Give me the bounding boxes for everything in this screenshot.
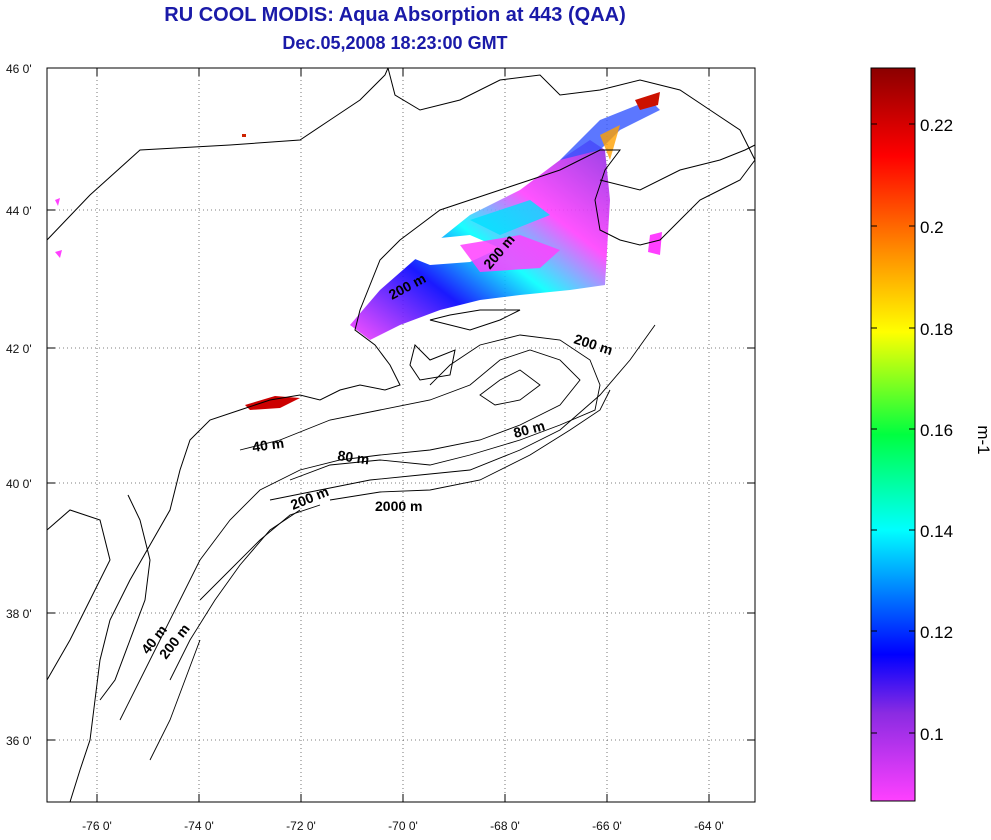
colorbar-tick-label: 0.1	[920, 725, 944, 744]
depth-label: 40 m	[251, 435, 285, 455]
depth-label: 80 m	[512, 417, 547, 441]
lat-tick-label: 44 0'	[6, 204, 32, 218]
graticule	[47, 68, 755, 802]
colorbar-tick-label: 0.12	[920, 623, 953, 642]
colorbar-unit: m-1	[974, 425, 991, 454]
lat-tick-label: 38 0'	[6, 607, 32, 621]
lat-tick-label: 46 0'	[6, 62, 32, 76]
colorbar: 0.22 0.2 0.18 0.16 0.14 0.12 0.1 m-1	[870, 67, 991, 802]
longitude-labels: -76 0' -74 0' -72 0' -70 0' -68 0' -66 0…	[82, 819, 724, 833]
lon-tick-label: -72 0'	[286, 819, 316, 833]
colorbar-gradient	[870, 67, 916, 802]
depth-label: 80 m	[337, 447, 371, 467]
colorbar-tick-label: 0.14	[920, 522, 953, 541]
lon-tick-label: -64 0'	[694, 819, 724, 833]
absorption-data	[55, 92, 662, 410]
colorbar-tick-label: 0.18	[920, 320, 953, 339]
map-subtitle: Dec.05,2008 18:23:00 GMT	[282, 33, 508, 53]
map-frame	[46, 67, 756, 803]
coastline	[46, 67, 756, 803]
depth-label: 2000 m	[375, 498, 422, 514]
lon-tick-label: -68 0'	[490, 819, 520, 833]
isobaths	[119, 324, 656, 761]
colorbar-tick-label: 0.16	[920, 421, 953, 440]
lon-tick-label: -76 0'	[82, 819, 112, 833]
map-title: RU COOL MODIS: Aqua Absorption at 443 (Q…	[164, 4, 626, 26]
lat-tick-label: 36 0'	[6, 734, 32, 748]
colorbar-tick-label: 0.2	[920, 218, 944, 237]
colorbar-tick-label: 0.22	[920, 116, 953, 135]
latitude-labels: 46 0' 44 0' 42 0' 40 0' 38 0' 36 0'	[6, 62, 32, 748]
lat-tick-label: 42 0'	[6, 342, 32, 356]
frame-ticks	[47, 67, 755, 802]
lon-tick-label: -70 0'	[388, 819, 418, 833]
depth-label: 200 m	[572, 331, 615, 358]
lon-tick-label: -66 0'	[592, 819, 622, 833]
lat-tick-label: 40 0'	[6, 477, 32, 491]
lon-tick-label: -74 0'	[184, 819, 214, 833]
